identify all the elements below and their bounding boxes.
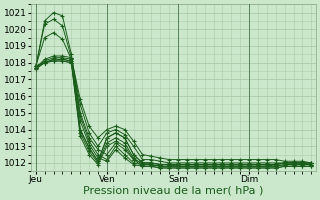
X-axis label: Pression niveau de la mer( hPa ): Pression niveau de la mer( hPa ) (84, 186, 264, 196)
